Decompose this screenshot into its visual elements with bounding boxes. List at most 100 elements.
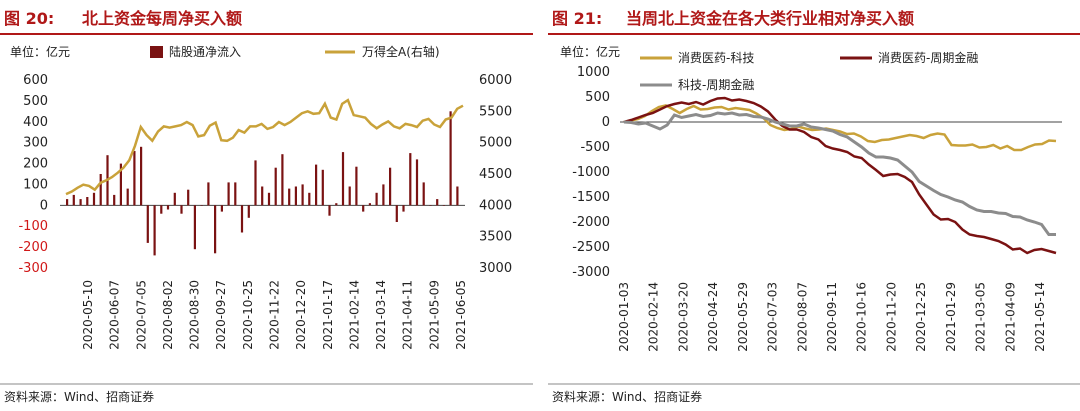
chart-20-x-tick: 2020-05-10 xyxy=(81,280,95,350)
chart-21-legend-label-3: 科技-周期金融 xyxy=(678,77,754,92)
chart-21-x-tick: 2020-04-24 xyxy=(706,282,720,352)
chart-20-x-axis: 2020-05-10 2020-06-07 2020-07-05 2020-08-02… xyxy=(81,280,468,350)
chart-21-unit-label: 单位：亿元 xyxy=(560,44,620,59)
chart-20-x-tick: 2020-10-25 xyxy=(241,280,255,350)
chart-21-figure-label: 图 21: xyxy=(552,9,602,28)
chart-21-x-tick: 2020-02-14 xyxy=(647,282,661,352)
chart-21-x-tick: 2020-09-11 xyxy=(825,282,839,352)
chart-20-x-tick: 2020-11-22 xyxy=(268,280,282,350)
chart-20-y2-tick: 5000 xyxy=(479,136,512,151)
chart-20-x-tick: 2021-05-09 xyxy=(427,280,441,350)
chart-20-bar xyxy=(66,199,69,206)
chart-20-unit-label: 单位：亿元 xyxy=(10,44,70,59)
chart-20-y2-tick: 3500 xyxy=(479,230,512,245)
chart-20-x-tick: 2021-04-11 xyxy=(401,280,415,350)
chart-20-bar xyxy=(368,203,371,206)
chart-20-bar xyxy=(449,111,452,206)
chart-21-x-tick: 2021-04-09 xyxy=(1003,282,1017,352)
chart-20-bar xyxy=(119,163,122,206)
chart-20-y-tick: -200 xyxy=(18,240,48,255)
chart-20-bar xyxy=(422,182,425,206)
chart-20-title: 北上资金每周净买入额 xyxy=(82,9,242,28)
chart-20-legend-bar-label: 陆股通净流入 xyxy=(169,44,241,59)
chart-20-index-line xyxy=(65,98,464,196)
chart-21-y-tick: 500 xyxy=(585,90,610,105)
chart-21: 图 21: 当周北上资金在各大类行业相对净买入额 单位：亿元 消费医药-科技 消… xyxy=(548,9,1080,404)
chart-21-x-tick: 2020-10-16 xyxy=(855,282,869,352)
chart-20-legend-line-label: 万得全A(右轴) xyxy=(362,44,440,59)
chart-20-y2-tick: 4500 xyxy=(479,167,512,182)
chart-20-bar xyxy=(335,203,338,206)
chart-20-bar xyxy=(254,160,257,206)
chart-21-x-tick: 2020-11-20 xyxy=(884,282,898,352)
chart-20-bar xyxy=(173,192,176,206)
chart-21-x-tick: 2020-12-25 xyxy=(914,282,928,352)
chart-20-bar xyxy=(234,182,237,206)
chart-21-lines xyxy=(623,96,1057,255)
chart-21-legend-label-2: 消费医药-周期金融 xyxy=(878,50,978,65)
chart-21-x-tick: 2020-05-29 xyxy=(736,282,750,352)
chart-20-bar xyxy=(187,189,190,206)
chart-20-bar xyxy=(79,199,82,206)
chart-20-bar xyxy=(274,167,277,206)
chart-20-y2-tick: 5500 xyxy=(479,104,512,119)
chart-20-bar xyxy=(301,184,304,206)
chart-21-x-tick: 2020-08-07 xyxy=(795,282,809,352)
chart-20-bar xyxy=(146,205,149,243)
chart-21-line-consumer-cyclical xyxy=(623,96,1057,255)
chart-20-x-tick: 2021-06-05 xyxy=(454,280,468,350)
chart-20-x-tick: 2020-12-20 xyxy=(294,280,308,350)
chart-21-y-tick: -1500 xyxy=(572,190,610,205)
chart-20-y-tick: -300 xyxy=(18,261,48,276)
chart-21-x-tick: 2020-03-20 xyxy=(676,282,690,352)
chart-20-bar xyxy=(362,205,365,212)
chart-20-figure-label: 图 20: xyxy=(4,9,54,28)
chart-20-bar xyxy=(193,205,196,250)
chart-20-bar xyxy=(402,205,405,212)
chart-20-bar xyxy=(140,146,143,206)
chart-20-bar xyxy=(288,188,291,206)
chart-20-x-tick: 2020-06-07 xyxy=(108,280,122,350)
chart-20-bar xyxy=(200,205,203,206)
chart-20-bar xyxy=(341,152,345,206)
chart-20-x-tick: 2020-08-30 xyxy=(188,280,202,350)
chart-20-bar xyxy=(429,205,432,206)
chart-20-legend-bar-swatch xyxy=(150,46,163,58)
chart-20-bar xyxy=(281,154,284,206)
chart-20-bar xyxy=(294,186,297,206)
chart-21-x-tick: 2020-01-03 xyxy=(617,282,631,352)
chart-20-y-tick: 500 xyxy=(23,94,48,109)
chart-21-y-tick: -1000 xyxy=(572,165,610,180)
chart-20-bar xyxy=(214,205,217,254)
chart-20-source: 资料来源：Wind、招商证券 xyxy=(4,389,154,404)
chart-20-y2-tick: 6000 xyxy=(479,73,512,88)
chart-20-bar xyxy=(72,194,75,206)
chart-20-bar xyxy=(436,199,439,206)
chart-20: 图 20: 北上资金每周净买入额 单位：亿元 陆股通净流入 万得全A(右轴) 6… xyxy=(0,9,533,404)
chart-20-y-tick: 400 xyxy=(23,115,48,130)
chart-20-left-axis: 600 500 400 300 200 100 0 -100 -200 -300 xyxy=(18,73,48,276)
chart-20-bar xyxy=(153,205,156,256)
chart-21-source: 资料来源：Wind、招商证券 xyxy=(552,389,702,404)
chart-20-x-tick: 2020-09-27 xyxy=(214,280,228,350)
chart-21-y-axis: 1000 500 0 -500 -1000 -1500 -2000 -2500 -3000 xyxy=(572,65,610,280)
chart-20-bar xyxy=(180,205,183,214)
chart-20-x-tick: 2020-08-02 xyxy=(161,280,175,350)
chart-20-bar xyxy=(375,192,378,206)
chart-20-bar xyxy=(220,205,223,212)
chart-20-bar xyxy=(207,182,210,206)
chart-20-bar xyxy=(415,159,419,206)
chart-21-title: 当周北上资金在各大类行业相对净买入额 xyxy=(626,9,914,28)
chart-21-y-tick: 1000 xyxy=(577,65,610,80)
chart-21-x-tick: 2020-07-03 xyxy=(766,282,780,352)
chart-20-y-tick: 200 xyxy=(23,157,48,172)
chart-21-x-tick: 2021-03-05 xyxy=(974,282,988,352)
chart-21-y-tick: -2500 xyxy=(572,240,610,255)
chart-20-bar xyxy=(328,205,331,216)
chart-20-bars xyxy=(66,111,459,256)
chart-20-bar xyxy=(315,164,318,206)
chart-20-bar xyxy=(321,169,324,206)
chart-20-bar xyxy=(113,194,116,206)
chart-21-y-tick: -500 xyxy=(580,140,610,155)
